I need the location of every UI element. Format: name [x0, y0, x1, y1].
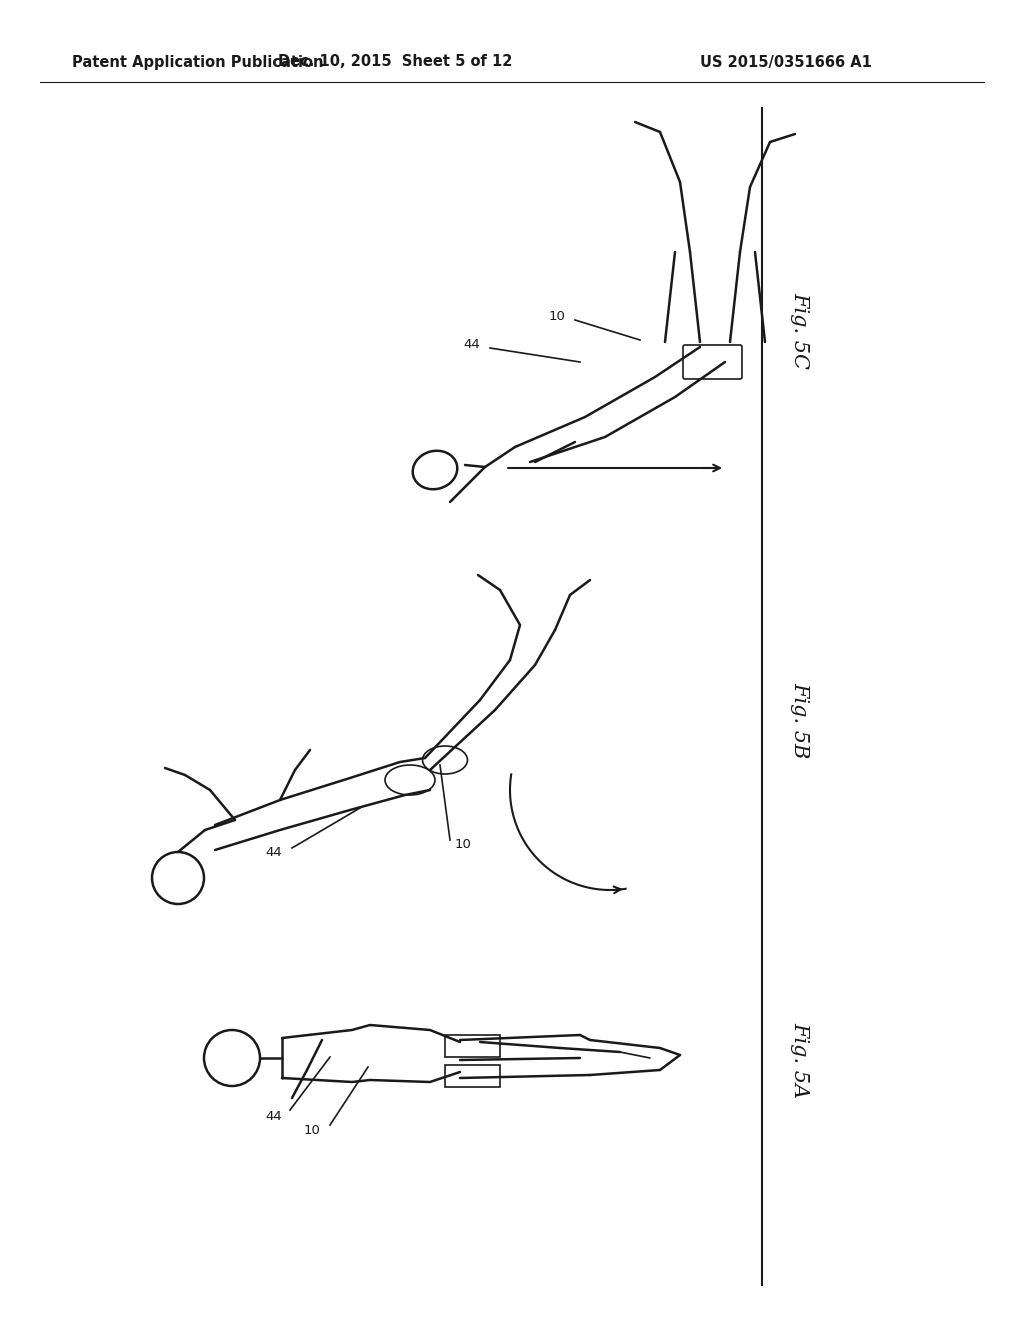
Bar: [445, 1035, 500, 1057]
Text: Fig. 5B: Fig. 5B: [791, 682, 810, 758]
Text: 10: 10: [303, 1123, 319, 1137]
Text: Patent Application Publication: Patent Application Publication: [72, 54, 324, 70]
Text: Dec. 10, 2015  Sheet 5 of 12: Dec. 10, 2015 Sheet 5 of 12: [278, 54, 512, 70]
Text: 10: 10: [548, 309, 565, 322]
Bar: [445, 1065, 500, 1086]
Text: 10: 10: [455, 838, 472, 851]
Text: 44: 44: [265, 846, 282, 858]
Text: Fig. 5C: Fig. 5C: [791, 292, 810, 368]
Text: 44: 44: [265, 1110, 282, 1122]
Text: 44: 44: [463, 338, 480, 351]
Text: US 2015/0351666 A1: US 2015/0351666 A1: [700, 54, 871, 70]
Text: Fig. 5A: Fig. 5A: [791, 1022, 810, 1098]
